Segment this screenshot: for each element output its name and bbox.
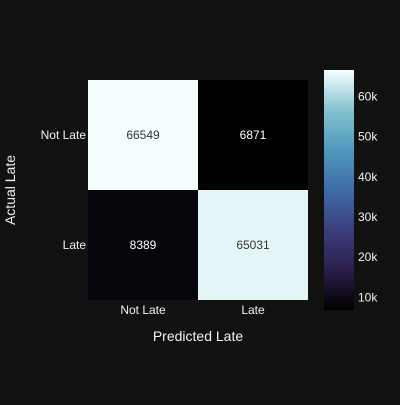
y-tick-label: Late bbox=[63, 238, 87, 252]
heatmap-cells bbox=[88, 80, 308, 300]
y-axis-tick-labels: Not Late Late bbox=[41, 128, 87, 252]
colorbar-tick-label: 40k bbox=[358, 170, 378, 184]
y-tick-label: Not Late bbox=[41, 128, 87, 142]
cell-value-label: 6871 bbox=[240, 128, 267, 142]
colorbar-tick-labels: 10k 20k 30k 40k 50k 60k bbox=[358, 89, 378, 304]
y-axis-title: Actual Late bbox=[2, 155, 18, 225]
colorbar-tick-label: 60k bbox=[358, 89, 378, 103]
colorbar bbox=[324, 70, 354, 310]
heatmap-cell bbox=[198, 190, 308, 300]
colorbar-tick-label: 30k bbox=[358, 210, 378, 224]
heatmap-cell bbox=[198, 80, 308, 190]
cell-value-label: 8389 bbox=[130, 238, 157, 252]
colorbar-scale bbox=[324, 70, 354, 310]
cell-value-label: 66549 bbox=[126, 128, 160, 142]
heatmap-cell bbox=[88, 190, 198, 300]
colorbar-tick-label: 10k bbox=[358, 290, 378, 304]
x-axis-tick-labels: Not Late Late bbox=[120, 303, 265, 317]
colorbar-tick-label: 20k bbox=[358, 250, 378, 264]
x-tick-label: Not Late bbox=[120, 303, 166, 317]
x-tick-label: Late bbox=[241, 303, 265, 317]
x-axis-title: Predicted Late bbox=[153, 328, 243, 344]
colorbar-tick-label: 50k bbox=[358, 130, 378, 144]
cell-value-labels: 66549 6871 8389 65031 bbox=[126, 128, 270, 252]
cell-value-label: 65031 bbox=[236, 238, 270, 252]
heatmap-cell bbox=[88, 80, 198, 190]
